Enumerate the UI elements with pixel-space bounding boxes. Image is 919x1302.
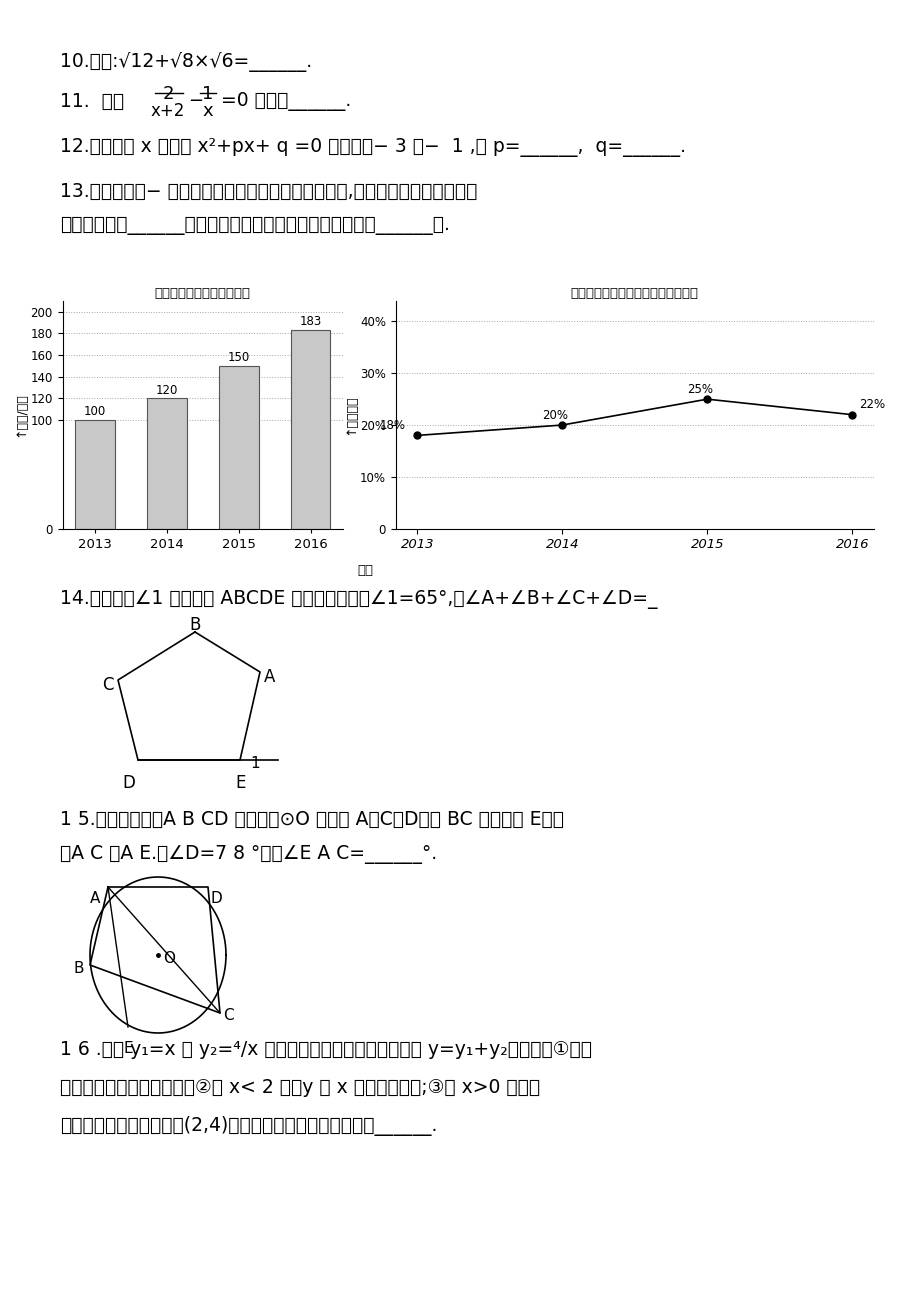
Text: 数的图象最低点的坐标是(2,4)，其中所有对的结论的序号是______.: 数的图象最低点的坐标是(2,4)，其中所有对的结论的序号是______. bbox=[60, 1116, 437, 1137]
Text: O: O bbox=[163, 950, 175, 966]
Text: 20%: 20% bbox=[541, 409, 567, 422]
Text: 14.　如图，∠1 是五边形 ABCDE 的一种外角，若∠1=65°,则∠A+∠B+∠C+∠D=_: 14. 如图，∠1 是五边形 ABCDE 的一种外角，若∠1=65°,则∠A+∠… bbox=[60, 590, 657, 609]
Text: 1: 1 bbox=[250, 756, 259, 771]
Text: x: x bbox=[202, 102, 213, 120]
Text: C: C bbox=[102, 676, 113, 694]
Text: 11.  方程: 11. 方程 bbox=[60, 92, 124, 111]
Text: 的图象有关原点中心对称；②当 x< 2 时，y 随 x 的增大而减小;③当 x>0 时，函: 的图象有关原点中心对称；②当 x< 2 时，y 随 x 的增大而减小;③当 x>… bbox=[60, 1078, 539, 1098]
Text: 1 6 .函数 y₁=x 与 y₂=⁴/x 的图象如图所示，下列有关函数 y=y₁+y₂的结论：①函数: 1 6 .函数 y₁=x 与 y₂=⁴/x 的图象如图所示，下列有关函数 y=y… bbox=[60, 1040, 591, 1059]
Text: −: − bbox=[187, 92, 203, 109]
Text: D: D bbox=[122, 773, 135, 792]
Text: 1 5.如图，四边形A B CD 是菱形，⊙O 通过点 A、C、D，与 BC 相交于点 E，连: 1 5.如图，四边形A B CD 是菱形，⊙O 通过点 A、C、D，与 BC 相… bbox=[60, 810, 563, 829]
Title: 私人汽车拥有辆条形统计图: 私人汽车拥有辆条形统计图 bbox=[154, 286, 251, 299]
Text: 接A C 、A E.若∠D=7 8 °，则∠E A C=______°.: 接A C 、A E.若∠D=7 8 °，则∠E A C=______°. bbox=[60, 845, 437, 865]
Bar bbox=[219, 366, 258, 529]
Text: D: D bbox=[210, 891, 222, 906]
Text: 1: 1 bbox=[202, 85, 213, 103]
Text: B: B bbox=[74, 961, 85, 976]
Title: 私人汽车拥有辆年增长率折线统计图: 私人汽车拥有辆年增长率折线统计图 bbox=[570, 286, 698, 299]
Text: 100: 100 bbox=[84, 405, 106, 418]
Text: 10.计算:√12+√8×√6=______.: 10.计算:√12+√8×√6=______. bbox=[60, 52, 312, 72]
Text: 25%: 25% bbox=[686, 383, 712, 396]
Bar bbox=[147, 398, 187, 529]
Bar bbox=[290, 331, 330, 529]
Text: 150: 150 bbox=[227, 352, 250, 365]
Text: C: C bbox=[222, 1008, 233, 1023]
Text: 22%: 22% bbox=[858, 398, 885, 411]
Text: 18%: 18% bbox=[380, 419, 405, 432]
Text: 年份: 年份 bbox=[357, 564, 373, 577]
Text: 183: 183 bbox=[300, 315, 322, 328]
Text: A: A bbox=[264, 668, 275, 686]
Text: A: A bbox=[90, 891, 100, 906]
Text: =0 的解是______.: =0 的解是______. bbox=[221, 92, 351, 111]
Text: 13.如图是某市− 私人汽车拥有量和年增长率的记录图,该市私人汽车拥有量年净: 13.如图是某市− 私人汽车拥有量和年增长率的记录图,该市私人汽车拥有量年净 bbox=[60, 182, 477, 201]
Text: 12.已知有关 x 的方程 x²+px+ q =0 的两根为− 3 和−  1 ,则 p=______,  q=______.: 12.已知有关 x 的方程 x²+px+ q =0 的两根为− 3 和− 1 ,… bbox=[60, 138, 686, 158]
Bar bbox=[75, 421, 115, 529]
Text: 增量最多的是______年，私人汽车拥有量年增长率最大的是______年.: 增量最多的是______年，私人汽车拥有量年增长率最大的是______年. bbox=[60, 216, 449, 234]
Y-axis label: ↑年增长率: ↑年增长率 bbox=[344, 395, 357, 435]
Text: 120: 120 bbox=[155, 384, 178, 397]
Y-axis label: ↑数量/万辆: ↑数量/万辆 bbox=[15, 392, 28, 437]
Text: E: E bbox=[234, 773, 245, 792]
Text: 2: 2 bbox=[162, 85, 174, 103]
Text: B: B bbox=[188, 616, 200, 634]
Text: x+2: x+2 bbox=[151, 102, 185, 120]
Text: E: E bbox=[124, 1042, 133, 1056]
